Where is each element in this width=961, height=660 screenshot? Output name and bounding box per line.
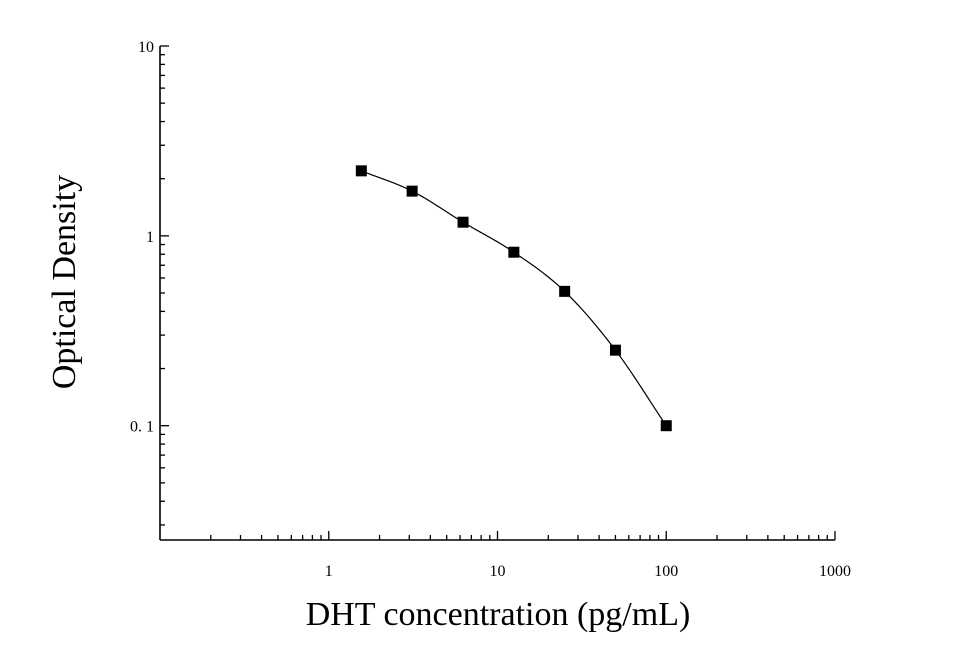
x-axis-title: DHT concentration (pg/mL)	[306, 596, 691, 633]
x-tick-label: 1000	[819, 563, 851, 580]
y-axis-title: Optical Density	[46, 175, 83, 389]
data-point	[559, 285, 571, 297]
x-tick-label: 100	[654, 563, 678, 580]
y-tick-label: 1	[146, 229, 154, 246]
data-point	[406, 185, 418, 197]
data-point	[355, 165, 367, 177]
data-point	[660, 420, 672, 432]
y-tick-label: 0. 1	[130, 419, 154, 436]
data-point	[457, 216, 469, 228]
fitted-curve	[361, 170, 667, 427]
x-axis-tick-labels: 1 10 100 1000	[325, 563, 851, 580]
x-tick-label: 1	[325, 563, 333, 580]
data-point	[609, 344, 621, 356]
data-points	[355, 165, 672, 432]
y-tick-label: 10	[138, 39, 154, 56]
y-axis-ticks	[160, 45, 169, 526]
axes	[159, 46, 835, 541]
x-axis-ticks	[210, 531, 836, 540]
x-tick-label: 10	[490, 563, 506, 580]
y-axis-tick-labels: 0. 1 1 10	[130, 39, 154, 436]
data-point	[508, 246, 520, 258]
